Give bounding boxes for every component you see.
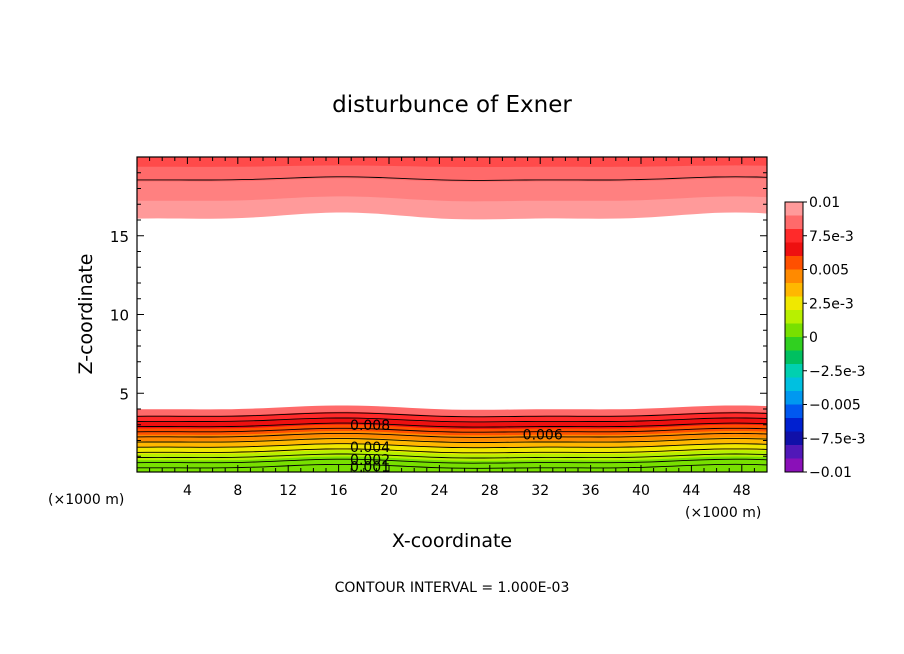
y-tick-label: 10 <box>110 307 129 325</box>
contour-line <box>137 443 768 449</box>
colorbar-swatch <box>785 364 803 378</box>
colorbar-swatch <box>785 242 803 257</box>
contour-line <box>136 432 768 438</box>
colorbar-label: −0.005 <box>809 398 861 414</box>
colorbar-label: −2.5e-3 <box>809 364 866 380</box>
contour-label: 0.001 <box>350 460 390 476</box>
contour-label: 0.002 <box>350 453 390 469</box>
colorbar-label: 0 <box>809 330 818 346</box>
chart-title: disturbunce of Exner <box>332 92 572 118</box>
y-axis-label: Z-coordinate <box>75 254 97 375</box>
colorbar-swatch <box>785 337 803 351</box>
colorbar-swatch <box>785 418 803 432</box>
contour-line <box>136 448 768 454</box>
colorbar-swatch <box>785 283 803 297</box>
colorbar-swatch <box>785 323 803 338</box>
colorbar: 0.01 7.5e-3 0.005 2.5e-3 0 −2.5e-3 −0.005 −7.5e… <box>784 195 866 481</box>
contour-label: 0.006 <box>523 427 563 443</box>
colorbar-label: −7.5e-3 <box>809 431 866 447</box>
contour-fill-top <box>137 157 767 167</box>
contour-line <box>136 427 768 433</box>
colorbar-swatch <box>785 202 803 216</box>
x-tick-label: 28 <box>481 483 499 499</box>
colorbar-swatch <box>785 215 803 230</box>
x-tick-label: 32 <box>531 483 549 499</box>
x-tick-label: 16 <box>330 483 348 499</box>
contour-label: 0.008 <box>350 418 390 434</box>
x-tick-label: 44 <box>682 483 700 499</box>
colorbar-swatch <box>785 296 803 311</box>
contour-line <box>136 422 768 428</box>
contour-lines <box>136 176 768 469</box>
contour-line <box>136 412 768 418</box>
colorbar-swatch <box>785 431 803 446</box>
colorbar-swatch <box>785 269 803 284</box>
y-tick-label: 15 <box>110 228 129 246</box>
x-tick-label: 12 <box>279 483 297 499</box>
x-tick-label: 24 <box>430 483 448 499</box>
colorbar-swatch <box>785 229 803 243</box>
x-axis-label: X-coordinate <box>392 530 512 552</box>
plot-area <box>137 157 767 472</box>
x-unit-label: (×1000 m) <box>685 505 761 521</box>
contour-line <box>136 417 768 423</box>
y-tick-label: 5 <box>119 385 129 403</box>
colorbar-label: 2.5e-3 <box>809 296 854 312</box>
x-tick-label: 8 <box>233 483 242 499</box>
colorbar-swatch <box>785 256 803 270</box>
contour-line <box>137 176 768 181</box>
y-axis: 5 10 15 <box>110 172 767 457</box>
colorbar-label: −0.01 <box>809 465 852 481</box>
x-tick-label: 4 <box>183 483 192 499</box>
z-unit-label: (×1000 m) <box>48 492 124 508</box>
colorbar-swatch <box>785 404 803 419</box>
contour-line <box>136 458 768 464</box>
colorbar-label: 7.5e-3 <box>809 229 854 245</box>
x-tick-label: 20 <box>380 483 398 499</box>
contour-label: 0.004 <box>350 440 390 456</box>
x-tick-label: 48 <box>733 483 751 499</box>
colorbar-swatch <box>785 310 803 324</box>
x-tick-label: 40 <box>632 483 650 499</box>
contour-interval-text: CONTOUR INTERVAL = 1.000E-03 <box>335 580 570 596</box>
colorbar-swatch <box>785 350 803 365</box>
colorbar-label: 0.01 <box>809 195 840 211</box>
x-tick-label: 36 <box>582 483 600 499</box>
colorbar-swatch <box>785 391 803 405</box>
colorbar-label: 0.005 <box>809 263 849 279</box>
colorbar-swatch <box>785 377 803 392</box>
x-axis: 4 8 12 16 20 24 28 32 36 40 44 48 <box>149 157 768 499</box>
contour-line <box>136 438 768 443</box>
contour-line <box>137 453 768 459</box>
colorbar-swatch <box>785 445 803 459</box>
colorbar-swatch <box>785 458 803 473</box>
